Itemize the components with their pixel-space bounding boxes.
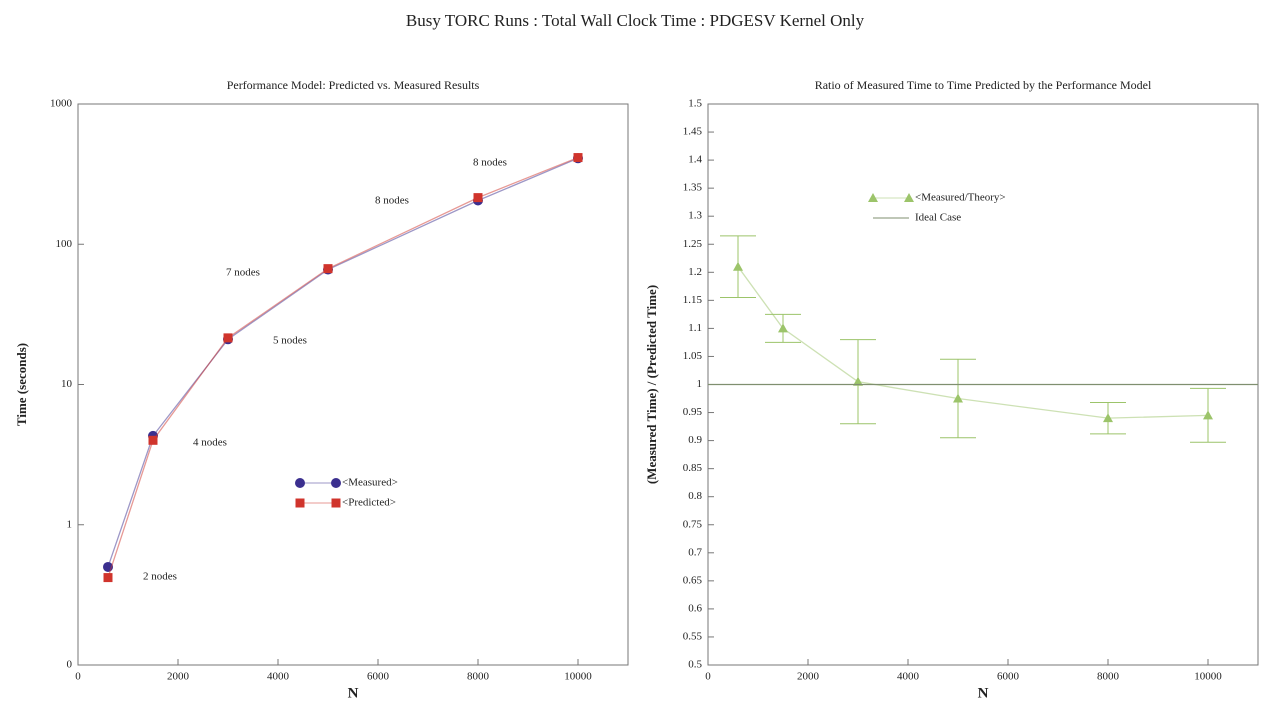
y-tick-label: 0.65 [683,574,703,586]
y-tick-label: 1.15 [683,294,703,306]
y-tick-label: 1.05 [683,350,703,362]
chart-title: Ratio of Measured Time to Time Predicted… [815,78,1152,92]
series-line [737,266,1209,419]
marker [295,498,305,508]
legend-label: <Measured/Theory> [915,192,1006,204]
marker [103,573,113,583]
y-tick-label: 1.3 [688,210,702,222]
y-axis-label: (Measured Time) / (Predicted Time) [644,285,659,484]
y-tick-label: 1.4 [688,154,702,166]
y-tick-label: 0.5 [688,659,702,671]
y-tick-label: 0.55 [683,630,703,642]
x-tick-label: 8000 [1097,671,1120,683]
y-tick-label: 0.85 [683,462,703,474]
x-tick-label: 2000 [167,671,190,683]
chart-title: Performance Model: Predicted vs. Measure… [227,78,480,92]
x-tick-label: 8000 [467,671,490,683]
y-tick-label: 1.1 [688,322,702,334]
x-tick-label: 4000 [267,671,290,683]
marker [868,193,878,202]
annotation: 8 nodes [473,157,507,169]
marker [853,376,863,386]
annotation: 2 nodes [143,571,177,583]
y-tick-label: 0.9 [688,434,702,446]
x-tick-label: 4000 [897,671,920,683]
series-line [107,157,579,568]
marker [1103,413,1113,423]
series-line [107,156,579,578]
marker [331,478,341,488]
marker [1203,410,1213,420]
y-tick-label: 1.25 [683,238,703,250]
y-tick-label: 1.5 [688,98,702,110]
marker [953,393,963,403]
legend-label: <Measured> [342,477,398,489]
y-tick-label: 0.75 [683,518,703,530]
marker [295,478,305,488]
annotation: 8 nodes [375,195,409,207]
x-tick-label: 6000 [997,671,1020,683]
y-axis-label: Time (seconds) [14,343,29,426]
y-tick-label: 1 [67,518,73,530]
y-tick-label: 100 [56,238,73,250]
y-tick-label: 0.8 [688,490,702,502]
marker [148,435,158,445]
y-tick-label: 0.6 [688,602,702,614]
x-tick-label: 10000 [1194,671,1222,683]
annotation: 4 nodes [193,437,227,449]
x-tick-label: 0 [705,671,711,683]
annotation: 7 nodes [226,267,260,279]
figure-title: Busy TORC Runs : Total Wall Clock Time :… [406,11,865,30]
y-tick-label: 1 [697,378,703,390]
x-tick-label: 10000 [564,671,592,683]
x-tick-label: 0 [75,671,81,683]
x-axis-label: N [978,685,989,701]
x-tick-label: 2000 [797,671,820,683]
legend-label: <Predicted> [342,497,396,509]
marker [223,333,233,343]
annotation: 5 nodes [273,335,307,347]
marker [904,193,914,202]
y-tick-label: 1000 [50,98,73,110]
x-axis-label: N [348,685,359,701]
legend-label: Ideal Case [915,212,961,224]
x-tick-label: 6000 [367,671,390,683]
y-tick-label: 1.2 [688,266,702,278]
y-tick-label: 1.45 [683,126,703,138]
y-tick-label: 0.95 [683,406,703,418]
y-tick-label: 0 [67,659,73,671]
marker [778,323,788,333]
y-tick-label: 10 [61,378,73,390]
marker [331,498,341,508]
y-tick-label: 1.35 [683,182,703,194]
marker [323,264,333,274]
marker [733,261,743,271]
marker [473,193,483,203]
y-tick-label: 0.7 [688,546,702,558]
marker [573,153,583,163]
